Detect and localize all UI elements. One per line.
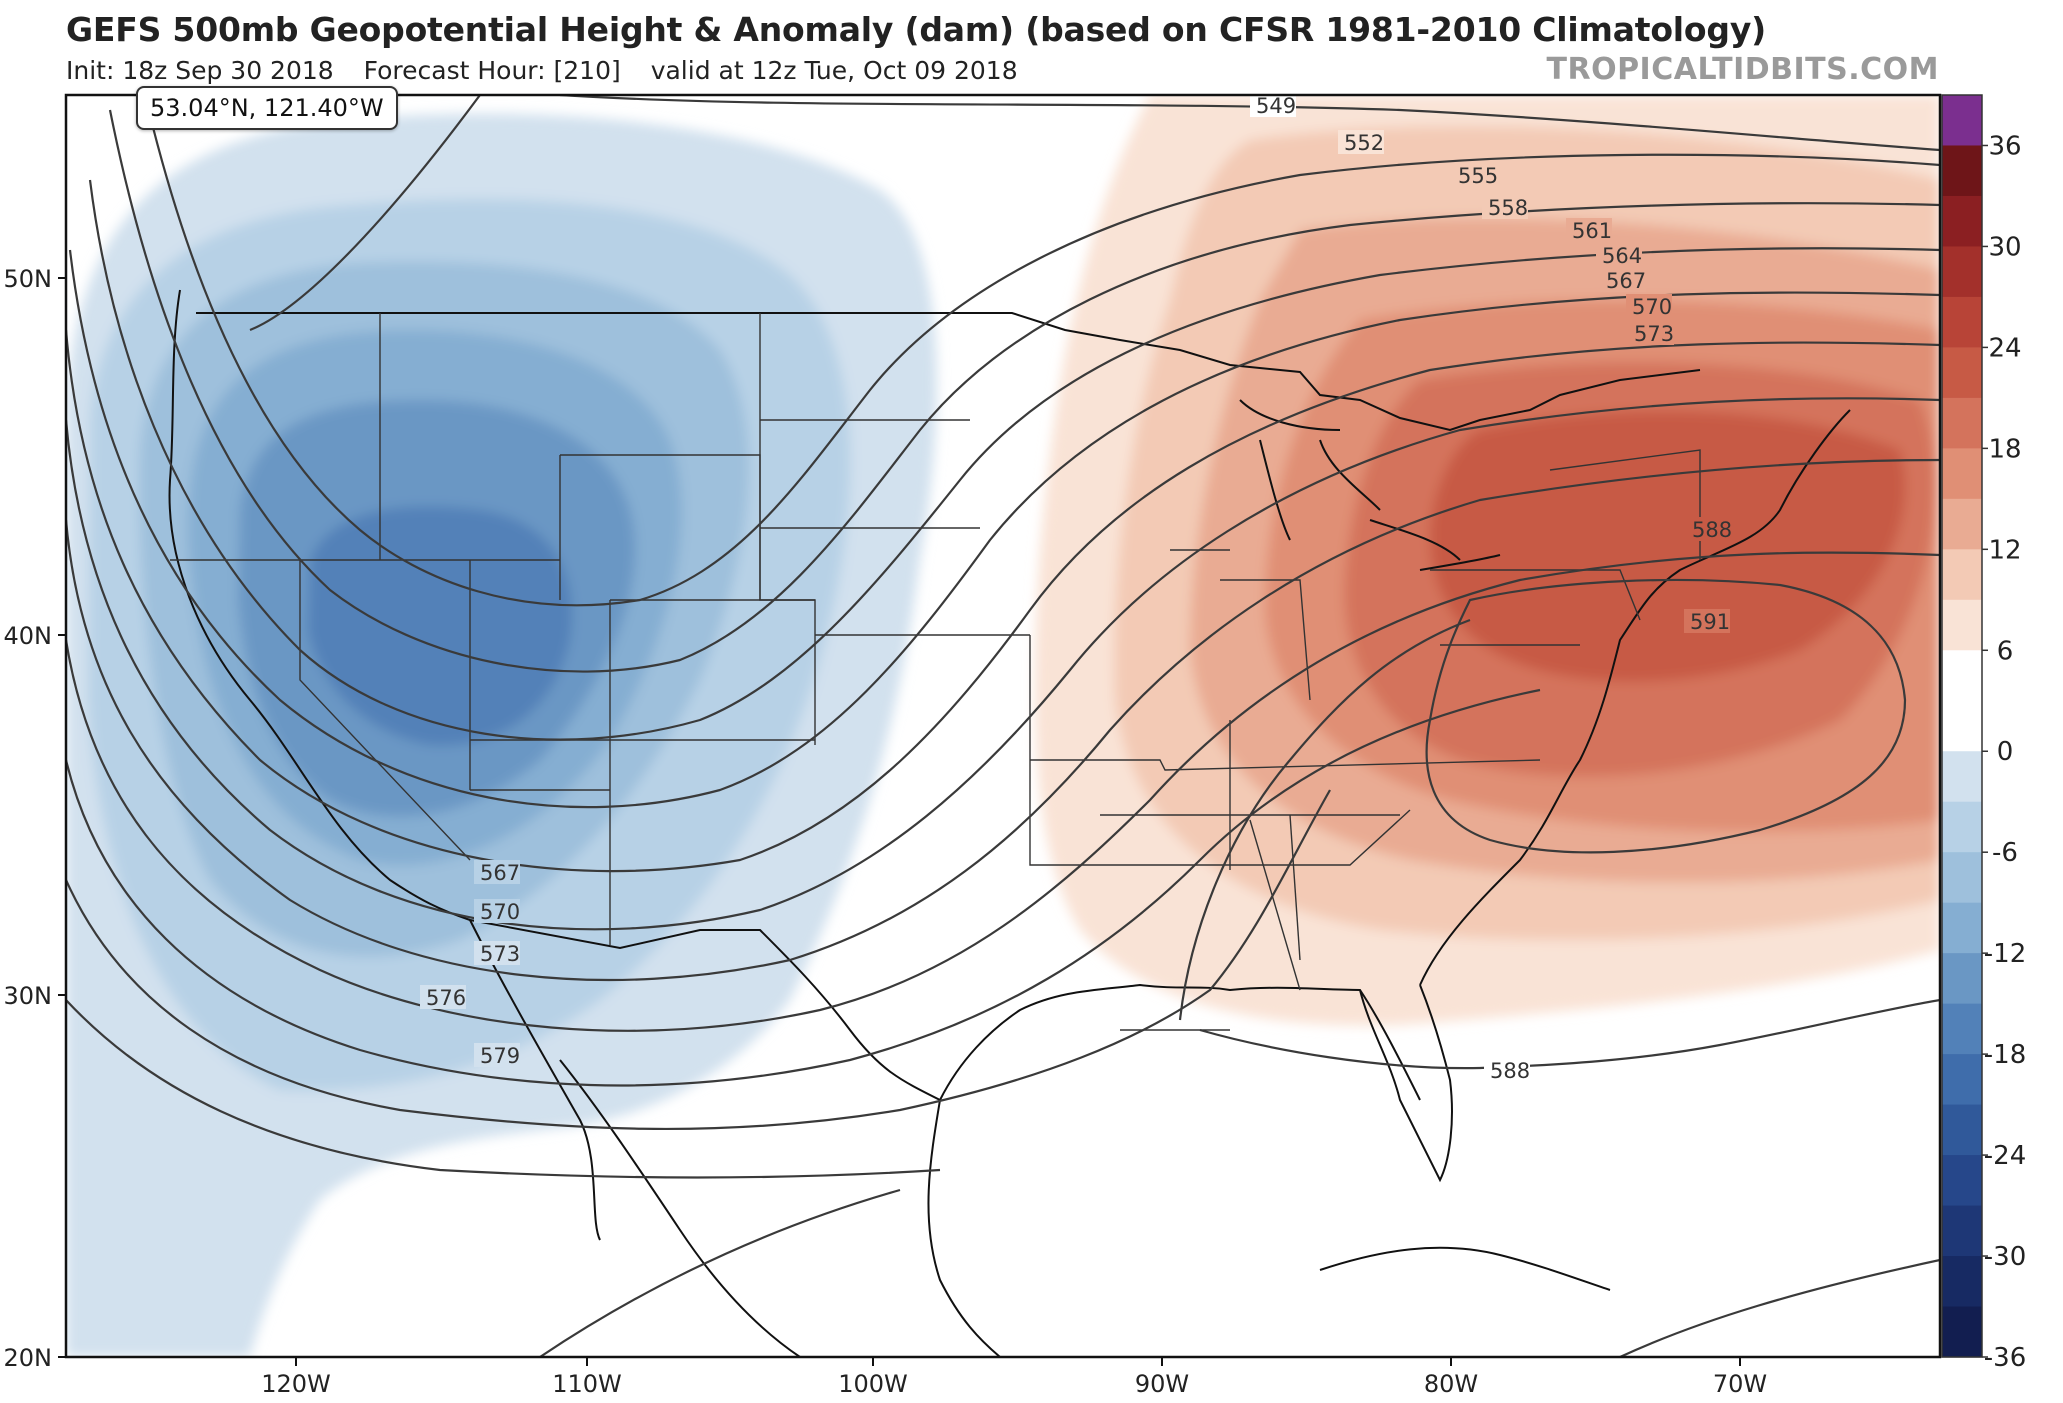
contour-label: 576	[426, 986, 466, 1010]
gulf-coast	[939, 983, 1421, 1101]
lat-label: 20N	[4, 1344, 53, 1372]
lat-label: 50N	[4, 265, 53, 293]
contour-labels: 549 552 555 558 561 564 567 570 573 588 …	[420, 93, 1732, 1083]
colorbar-segment	[1942, 650, 1982, 702]
contour-label: 588	[1490, 1059, 1530, 1083]
colorbar-segment	[1942, 1256, 1982, 1308]
map-frame	[64, 93, 1942, 1359]
colorbar-segment	[1942, 195, 1982, 248]
colorbar-label: -18	[1984, 1040, 2026, 1070]
colorbar-segment	[1942, 801, 1982, 853]
colorbar	[1941, 94, 1983, 1358]
forecast-hour: Forecast Hour: [210]	[363, 56, 621, 85]
contour-label: 570	[480, 900, 520, 924]
colorbar-segment	[1942, 700, 1982, 752]
colorbar-label: -6	[1992, 838, 2018, 868]
colorbar-segment	[1942, 1306, 1982, 1358]
colorbar-label: 18	[1988, 434, 2021, 464]
map-title: GEFS 500mb Geopotential Height & Anomaly…	[66, 10, 1767, 49]
geography-layer	[168, 289, 1851, 1357]
colorbar-label: 24	[1988, 333, 2021, 363]
lon-label: 90W	[1135, 1370, 1189, 1398]
colorbar-segment	[1942, 397, 1982, 449]
colorbar-label: 6	[1997, 636, 2014, 666]
colorbar-segment	[1942, 751, 1982, 803]
contour-label: 567	[1606, 269, 1646, 293]
positive-anomaly-field	[1034, 95, 1940, 1026]
colorbar-segment	[1942, 246, 1982, 298]
init-time: Init: 18z Sep 30 2018	[66, 56, 334, 85]
colorbar-segment	[1942, 852, 1982, 904]
lon-label: 70W	[1713, 1370, 1767, 1398]
longitude-axis: 120W 110W 100W 90W 80W 70W	[261, 1357, 1767, 1398]
mexico-west-coast	[559, 1059, 801, 1357]
contour-label: 555	[1458, 164, 1498, 188]
colorbar-segment	[1942, 347, 1982, 399]
colorbar-segment	[1942, 1205, 1982, 1257]
colorbar-segment	[1942, 549, 1982, 601]
lat-label: 30N	[4, 982, 53, 1010]
brand-watermark: TROPICALTIDBITS.COM	[1546, 52, 1939, 87]
contour-label: 567	[480, 861, 520, 885]
lon-label: 80W	[1424, 1370, 1478, 1398]
latitude-axis: 50N 40N 30N 20N	[4, 265, 66, 1372]
colorbar-segment	[1942, 448, 1982, 500]
colorbar-label: -12	[1984, 939, 2026, 969]
great-lakes	[1239, 399, 1501, 571]
lat-label: 40N	[4, 622, 53, 650]
contour-label: 552	[1344, 131, 1384, 155]
colorbar-label: 12	[1988, 535, 2021, 565]
colorbar-segment	[1942, 296, 1982, 348]
mexico-gulf-coast	[927, 1099, 1001, 1357]
colorbar-segment	[1942, 902, 1982, 954]
colorbar-segment	[1942, 1104, 1982, 1156]
contour-label: 549	[1256, 94, 1296, 118]
contour-label: 564	[1602, 244, 1642, 268]
height-contours	[66, 95, 1940, 1357]
cuba-coast	[1319, 1246, 1611, 1291]
cursor-coordinate-readout: 53.04°N, 121.40°W	[136, 86, 398, 130]
map-subtitle: Init: 18z Sep 30 2018 Forecast Hour: [21…	[66, 56, 1040, 85]
contour-label: 558	[1488, 196, 1528, 220]
colorbar-segment	[1942, 599, 1982, 651]
us-west-coast	[168, 289, 471, 921]
valid-time: valid at 12z Tue, Oct 09 2018	[650, 56, 1018, 85]
florida-peninsula	[1359, 984, 1453, 1183]
lon-label: 120W	[261, 1370, 331, 1398]
colorbar-label: 30	[1988, 232, 2021, 262]
colorbar-label: -30	[1984, 1242, 2026, 1272]
contour-label: 591	[1690, 610, 1730, 634]
colorbar-segment	[1942, 1054, 1982, 1106]
colorbar-segment	[1942, 1003, 1982, 1055]
contour-label: 573	[480, 942, 520, 966]
contour-label: 561	[1572, 219, 1612, 243]
colorbar-segment	[1942, 95, 1982, 147]
us-mexico-border	[469, 919, 941, 1101]
us-east-coast	[1419, 409, 1851, 986]
colorbar-segment	[1942, 145, 1982, 197]
colorbar-segment	[1942, 1155, 1982, 1207]
contour-label: 588	[1692, 518, 1732, 542]
colorbar-label: 0	[1997, 737, 2014, 767]
colorbar-label: -24	[1984, 1141, 2026, 1171]
colorbar-segment	[1942, 498, 1982, 550]
contour-label: 579	[480, 1044, 520, 1068]
colorbar-label: -36	[1984, 1343, 2026, 1373]
colorbar-label: 36	[1988, 131, 2021, 161]
colorbar-frame	[1941, 94, 1983, 1358]
contour-label: 570	[1632, 295, 1672, 319]
contour-label: 573	[1634, 322, 1674, 346]
colorbar-segment	[1942, 953, 1982, 1005]
lon-label: 110W	[552, 1370, 622, 1398]
colorbar-labels: 36 30 24 18 12 6 0 -6 -12 -18 -24 -30 -36	[1982, 131, 2026, 1373]
lon-label: 100W	[838, 1370, 908, 1398]
